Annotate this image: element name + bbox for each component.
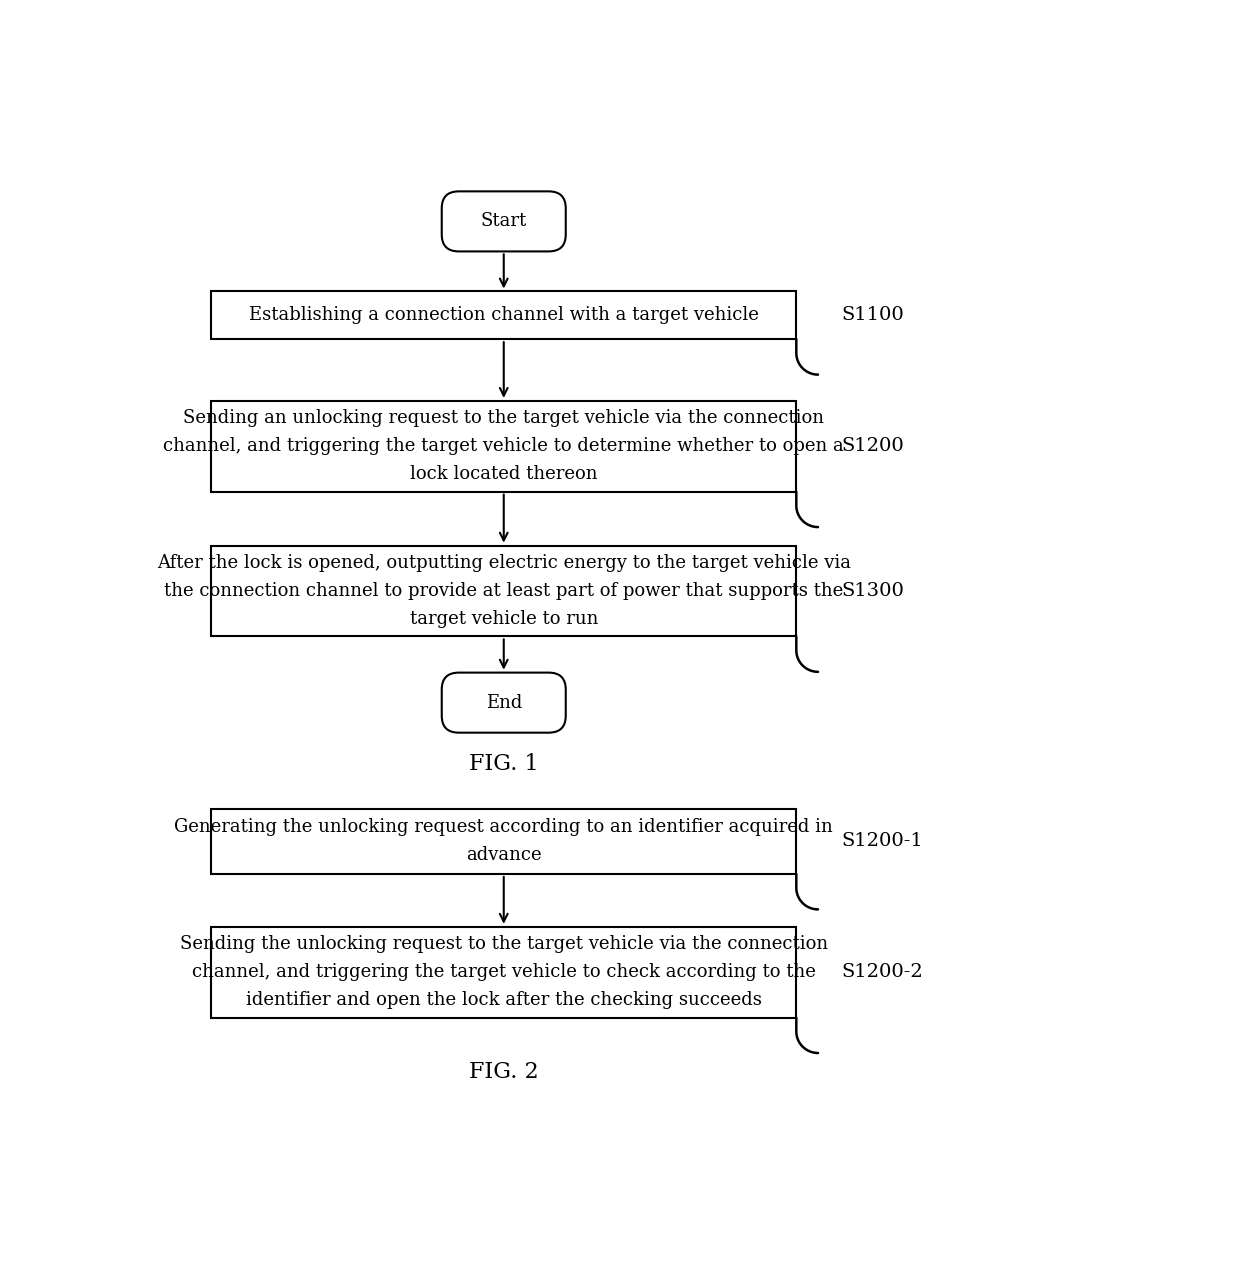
Text: S1100: S1100 <box>841 306 904 324</box>
Bar <box>211 808 796 874</box>
Text: S1200: S1200 <box>841 438 904 455</box>
Text: Start: Start <box>481 212 527 231</box>
Bar <box>211 401 796 492</box>
Text: Establishing a connection channel with a target vehicle: Establishing a connection channel with a… <box>249 306 759 324</box>
Text: S1200-2: S1200-2 <box>841 963 923 981</box>
Text: S1300: S1300 <box>841 583 904 600</box>
Text: S1200-1: S1200-1 <box>841 832 923 850</box>
Text: Generating the unlocking request according to an identifier acquired in
advance: Generating the unlocking request accordi… <box>175 818 833 864</box>
Bar <box>211 291 796 339</box>
Text: FIG. 1: FIG. 1 <box>469 753 538 776</box>
Text: Sending an unlocking request to the target vehicle via the connection
channel, a: Sending an unlocking request to the targ… <box>164 410 844 483</box>
FancyBboxPatch shape <box>441 672 565 733</box>
FancyBboxPatch shape <box>441 192 565 251</box>
Text: FIG. 2: FIG. 2 <box>469 1062 538 1083</box>
Text: Sending the unlocking request to the target vehicle via the connection
channel, : Sending the unlocking request to the tar… <box>180 936 828 1009</box>
Text: After the lock is opened, outputting electric energy to the target vehicle via
t: After the lock is opened, outputting ele… <box>156 554 851 628</box>
Text: End: End <box>486 694 522 711</box>
Bar <box>211 546 796 637</box>
Bar <box>211 927 796 1018</box>
